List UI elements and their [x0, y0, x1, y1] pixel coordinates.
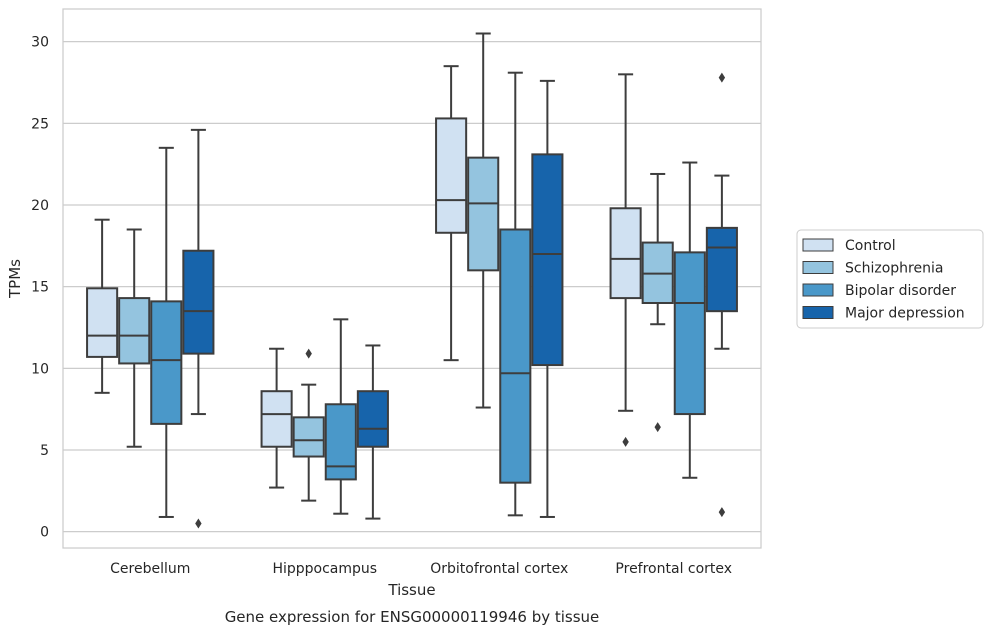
box-2-3: [531, 79, 564, 518]
box-body: [673, 251, 706, 416]
x-tick-label: Orbitofrontal cortex: [430, 561, 568, 577]
plot-frame: [62, 8, 762, 549]
box-body: [150, 300, 183, 425]
x-tick-label: Hipppocampus: [272, 561, 377, 577]
x-axis-label: Tissue: [387, 581, 435, 599]
box-body: [531, 153, 564, 367]
box-2-2: [499, 71, 532, 517]
box-body: [435, 117, 468, 234]
box-1-0: [260, 347, 293, 489]
box-body: [356, 390, 389, 448]
x-tick-label: Prefrontal cortex: [615, 561, 732, 577]
box-1-2: [324, 318, 357, 515]
outlier-point: [305, 348, 312, 359]
y-tick-label: 30: [31, 35, 49, 51]
box-body: [499, 228, 532, 484]
outlier-point: [654, 422, 661, 433]
legend-label: Schizophrenia: [845, 261, 943, 277]
box-3-1: [641, 172, 674, 433]
box-3-2: [673, 161, 706, 479]
y-tick-label: 20: [31, 198, 49, 214]
y-tick-label: 5: [40, 443, 49, 459]
box-body: [182, 249, 215, 355]
box-body: [705, 226, 738, 313]
y-tick-label: 0: [40, 525, 49, 541]
y-tick-label: 15: [31, 280, 49, 296]
outlier-point: [718, 72, 726, 83]
box-body: [292, 416, 325, 458]
box-2-0: [435, 65, 468, 362]
legend-swatch: [802, 238, 834, 252]
x-tick-labels: Cerebellum Hipppocampus Orbitofrontal cort…: [110, 561, 732, 577]
y-tick-labels: 0 5 10 15 20 25 30: [31, 35, 49, 541]
box-body: [86, 287, 119, 358]
box-0-3: [182, 128, 215, 529]
y-axis-label: TPMs: [6, 259, 24, 299]
box-1-1: [292, 348, 325, 502]
chart-caption: Gene expression for ENSG00000119946 by t…: [225, 608, 600, 626]
outlier-point: [195, 518, 202, 529]
y-tick-label: 10: [31, 361, 49, 377]
y-tick-label: 25: [31, 116, 49, 132]
legend: Control Schizophrenia Bipolar disorder Majo…: [796, 229, 984, 329]
legend-frame: [796, 229, 984, 329]
box-body: [609, 207, 642, 300]
legend-label: Bipolar disorder: [845, 283, 956, 299]
box-3-0: [609, 73, 642, 447]
legend-swatch: [802, 306, 834, 319]
box-body: [118, 297, 151, 365]
legend-swatch: [802, 283, 834, 297]
box-1-3: [356, 344, 389, 520]
box-groups: [86, 32, 738, 529]
legend-swatch: [802, 261, 834, 274]
box-0-1: [118, 228, 151, 448]
box-body: [467, 156, 500, 272]
box-0-0: [86, 218, 119, 394]
box-body: [260, 390, 293, 448]
box-3-3: [705, 72, 738, 518]
legend-label: Control: [845, 238, 896, 254]
x-tick-label: Cerebellum: [110, 561, 190, 577]
legend-label: Major depression: [845, 306, 965, 322]
outlier-point: [622, 436, 629, 447]
outlier-point: [718, 507, 726, 518]
box-0-2: [150, 146, 183, 518]
box-2-1: [467, 32, 500, 409]
box-body: [324, 403, 357, 481]
